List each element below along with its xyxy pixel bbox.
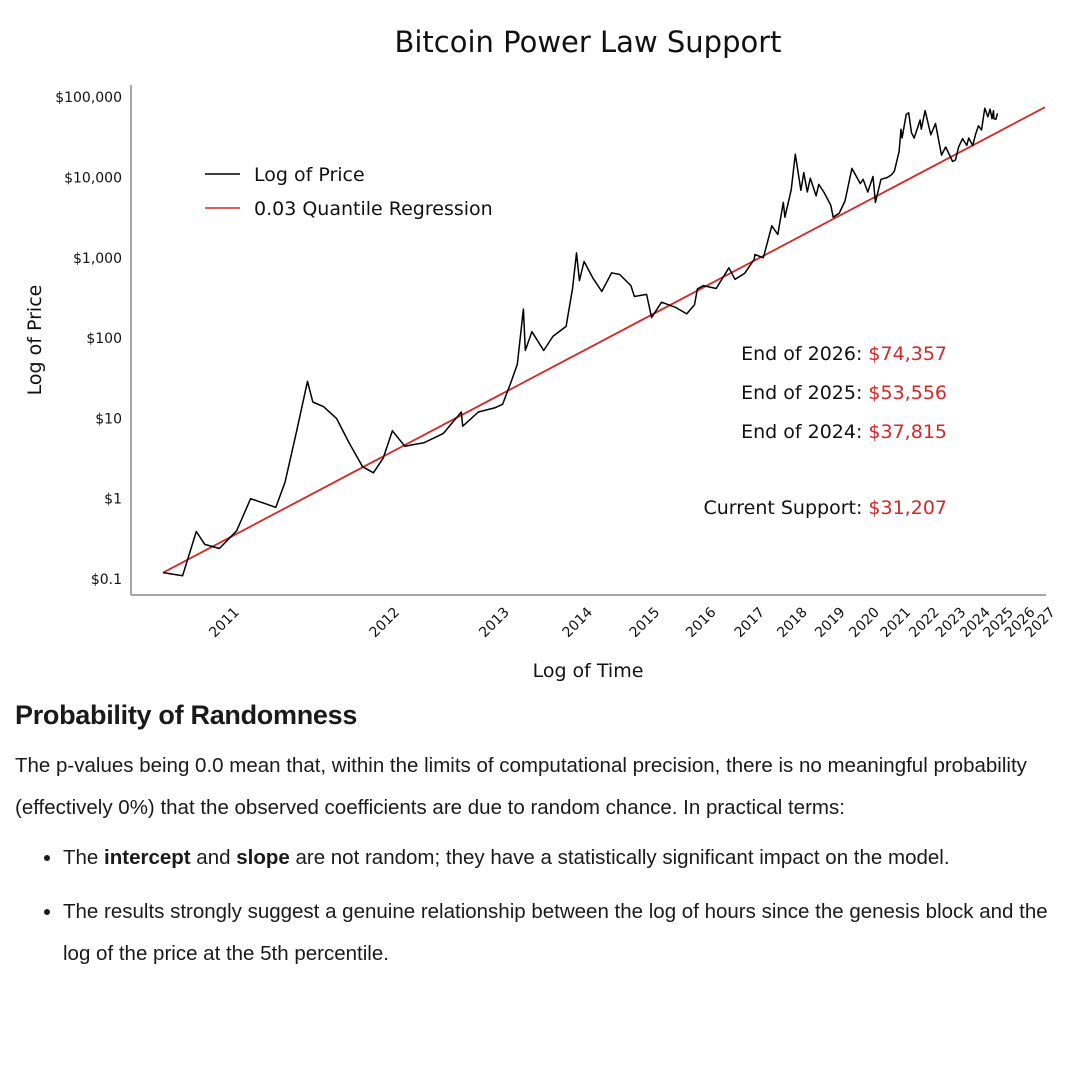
x-tick-label: 2021	[878, 604, 915, 641]
y-tick-label: $10	[95, 411, 122, 427]
x-tick-label: 2014	[560, 604, 597, 641]
bullet-item: The intercept and slope are not random; …	[63, 837, 1065, 879]
explanation-section: Probability of Randomness The p-values b…	[15, 700, 1065, 987]
x-tick-label: 2020	[846, 604, 883, 641]
bullet-text: The results strongly suggest a genuine r…	[63, 900, 1048, 965]
regression-line	[162, 106, 1046, 574]
y-tick-label: $1	[104, 492, 122, 508]
bullet-bold-intercept: intercept	[104, 846, 191, 869]
annotation-value: $53,556	[868, 382, 947, 404]
chart-title: Bitcoin Power Law Support	[394, 25, 781, 59]
legend: Log of Price 0.03 Quantile Regression	[205, 164, 493, 220]
power-law-chart: Bitcoin Power Law Support $0.1 $1 $10 $100 $…	[24, 25, 1059, 682]
bullet-text: The	[63, 846, 105, 869]
x-tick-label: 2018	[774, 604, 811, 641]
annotation-support-value: End of 2026: $74,357	[741, 343, 947, 365]
bullet-text: and	[190, 846, 237, 869]
y-tick-label: $100,000	[55, 90, 122, 106]
x-tick-label: 2013	[476, 604, 513, 641]
legend-label-price: Log of Price	[254, 164, 365, 186]
x-axis-label: Log of Time	[533, 660, 644, 682]
x-tick-label: 2019	[812, 604, 849, 641]
section-heading: Probability of Randomness	[15, 700, 358, 730]
bullet-bold-slope: slope	[236, 846, 290, 869]
annotation-support-value: End of 2025: $53,556	[741, 382, 947, 404]
bullet-item: The results strongly suggest a genuine r…	[63, 891, 1065, 975]
bullet-list: The intercept and slope are not random; …	[15, 837, 1065, 975]
y-tick-label: $0.1	[91, 572, 122, 588]
annotation-label: End of 2025:	[741, 382, 868, 404]
legend-label-regression: 0.03 Quantile Regression	[254, 198, 493, 220]
y-axis-label: Log of Price	[24, 285, 46, 396]
x-tick-label: 2015	[627, 604, 664, 641]
x-tick-label: 2012	[367, 604, 404, 641]
y-tick-label: $100	[86, 331, 122, 347]
bullet-text: are not random; they have a statisticall…	[289, 846, 950, 869]
annotation-support-value: End of 2024: $37,815	[741, 421, 947, 443]
annotation-value: $37,815	[868, 421, 947, 443]
annotation-value: $74,357	[868, 343, 947, 365]
annotation-value: $31,207	[868, 497, 947, 519]
axes	[130, 85, 1046, 596]
x-tick-label: 2016	[683, 604, 720, 641]
annotation-label: End of 2024:	[741, 421, 868, 443]
annotation-label: Current Support:	[703, 497, 868, 519]
x-tick-label: 2017	[732, 604, 769, 641]
annotation-support-value: Current Support: $31,207	[703, 497, 947, 519]
y-tick-label: $10,000	[64, 171, 122, 187]
annotation-label: End of 2026:	[741, 343, 868, 365]
x-tick-label: 2011	[206, 604, 243, 641]
y-tick-label: $1,000	[73, 251, 122, 267]
section-paragraph: The p-values being 0.0 mean that, within…	[15, 754, 1027, 819]
price-line	[162, 107, 999, 577]
